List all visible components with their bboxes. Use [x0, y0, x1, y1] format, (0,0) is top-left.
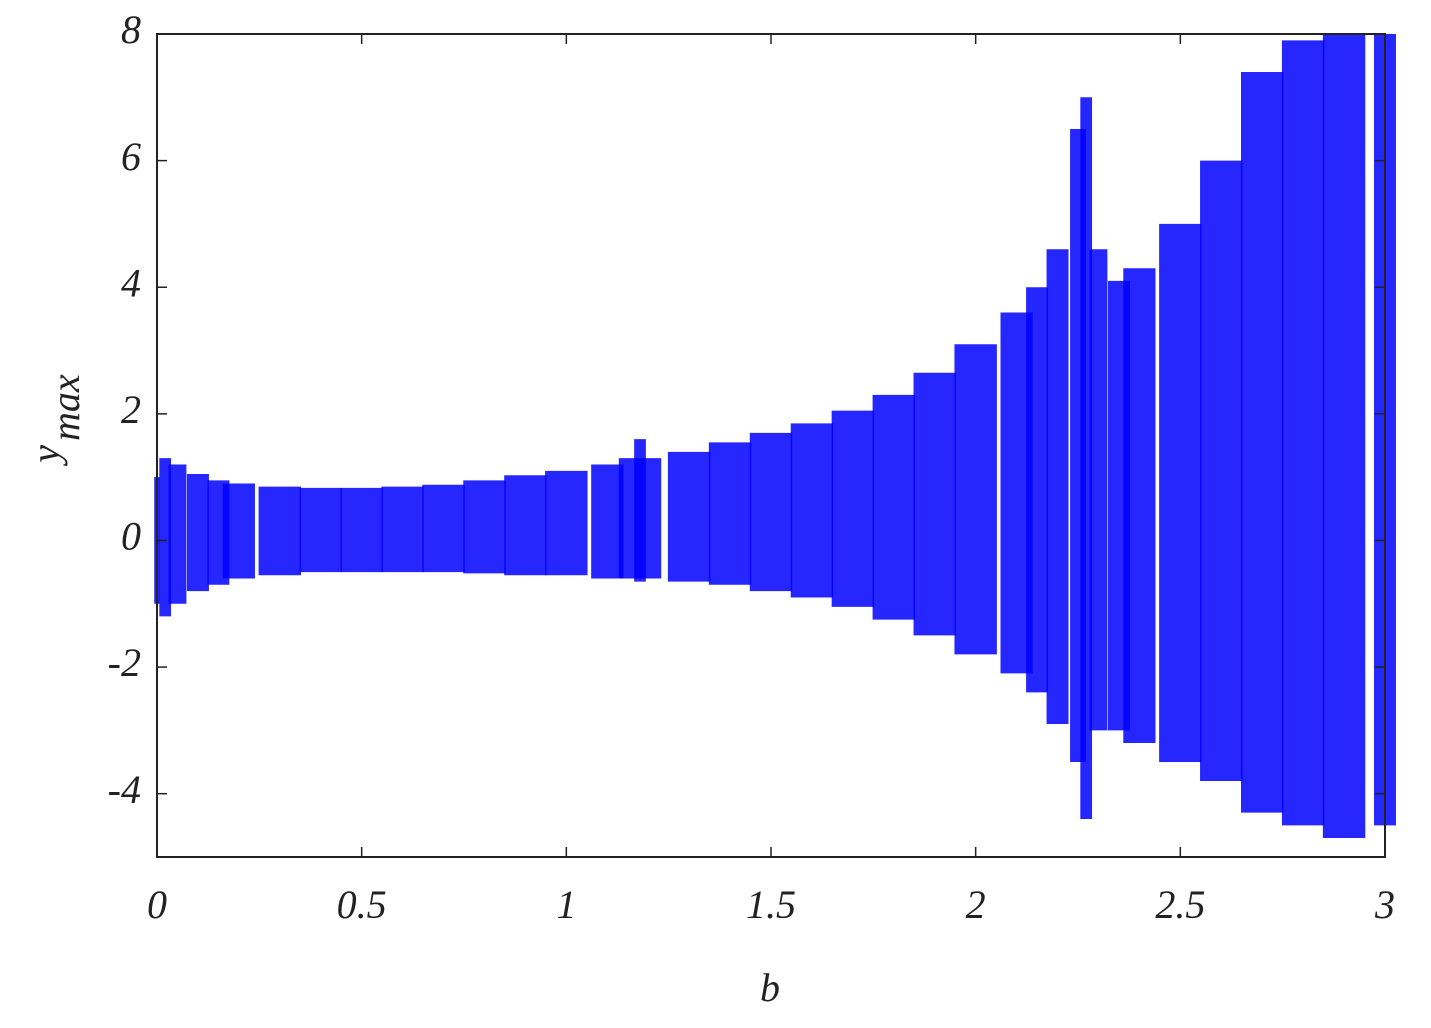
y-tick-label: 2: [121, 387, 141, 432]
y-tick-label: -2: [108, 640, 141, 685]
y-tick-label: 4: [121, 260, 141, 305]
x-tick-label: 3: [1374, 882, 1395, 927]
y-axis-label: y: [23, 445, 68, 467]
y-tick-label: 0: [121, 514, 141, 559]
y-axis-label-group: y max: [23, 374, 88, 467]
y-tick-label: 6: [121, 134, 141, 179]
y-axis-label-sub: max: [43, 374, 88, 441]
x-axis-label: b: [760, 965, 780, 1010]
x-tick-label: 2.5: [1155, 882, 1205, 927]
x-tick-label: 0.5: [337, 882, 387, 927]
y-tick-label: -4: [108, 767, 141, 812]
x-tick-label: 0: [147, 882, 167, 927]
x-tick-label: 2: [966, 882, 986, 927]
x-tick-label: 1: [556, 882, 576, 927]
x-tick-label: 1.5: [746, 882, 796, 927]
y-tick-label: 8: [121, 7, 141, 52]
